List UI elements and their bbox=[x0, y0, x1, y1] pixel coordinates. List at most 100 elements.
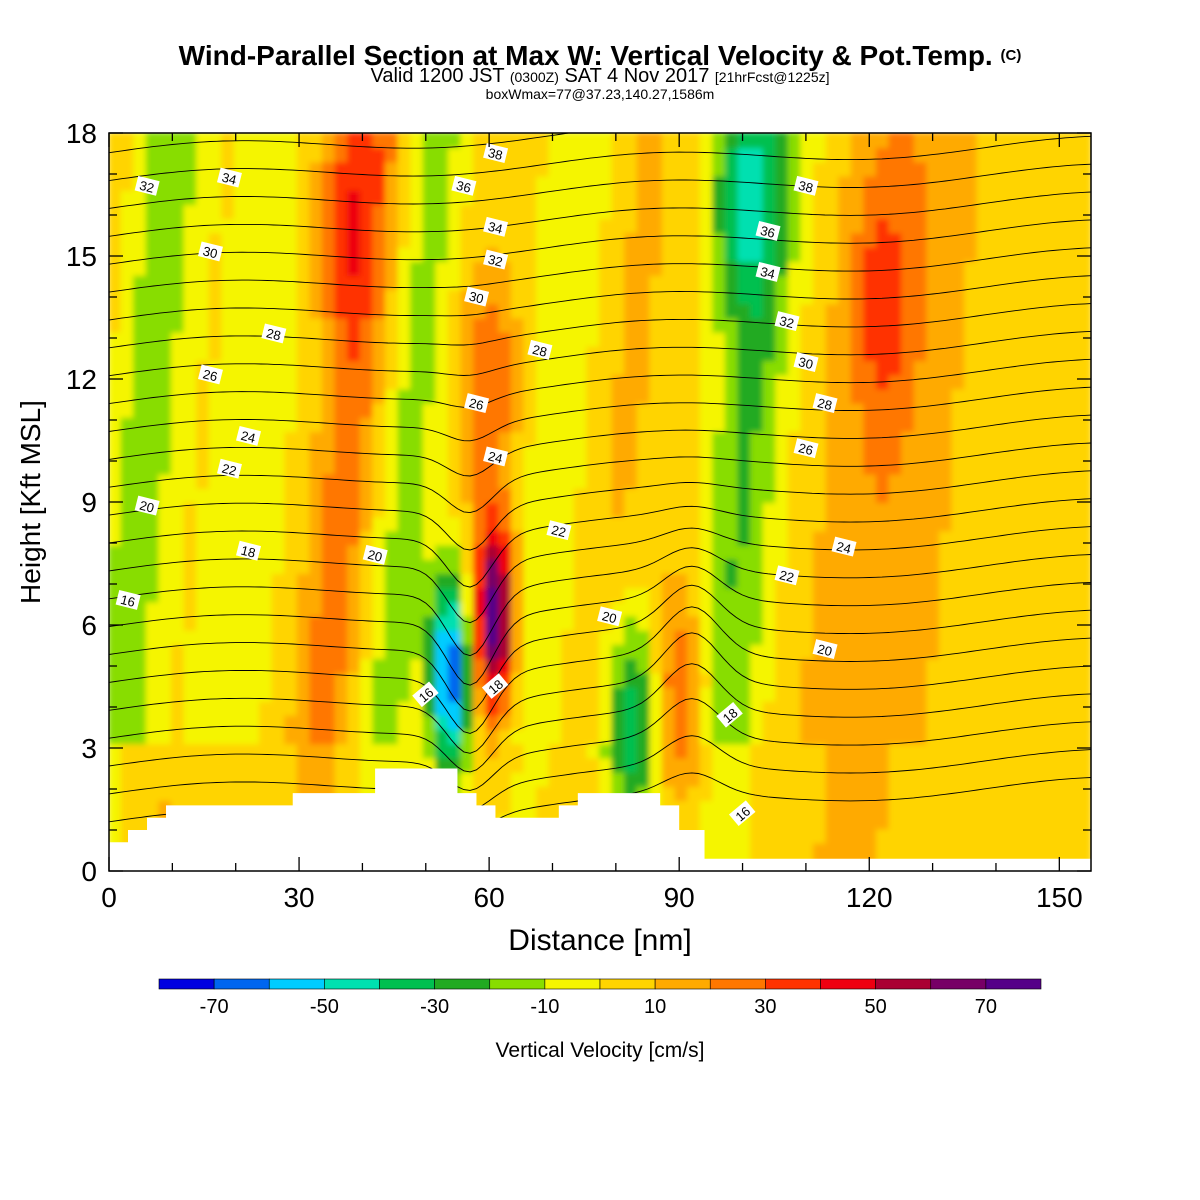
field-cell bbox=[699, 273, 715, 291]
field-cell bbox=[145, 217, 161, 234]
field-cell bbox=[875, 486, 891, 503]
field-cell bbox=[447, 742, 463, 759]
field-cell bbox=[1077, 174, 1091, 191]
field-cell bbox=[523, 586, 539, 603]
field-cell bbox=[259, 472, 274, 489]
field-cell bbox=[284, 543, 299, 560]
field-cell bbox=[611, 160, 627, 177]
field-cell bbox=[359, 288, 375, 305]
field-cell bbox=[699, 614, 715, 631]
field-cell bbox=[989, 586, 1004, 603]
field-cell bbox=[548, 302, 564, 319]
field-cell bbox=[485, 202, 501, 220]
field-cell bbox=[447, 614, 463, 631]
field-cell bbox=[246, 330, 262, 347]
field-cell bbox=[397, 415, 413, 433]
field-cell bbox=[813, 813, 828, 830]
field-cell bbox=[372, 330, 387, 347]
field-cell bbox=[762, 770, 778, 787]
field-cell bbox=[561, 387, 576, 404]
field-cell bbox=[674, 728, 690, 745]
field-cell bbox=[510, 699, 526, 716]
field-cell bbox=[599, 273, 614, 291]
field-cell bbox=[800, 699, 816, 716]
field-cell bbox=[460, 202, 476, 220]
field-cell bbox=[611, 415, 627, 433]
field-cell bbox=[649, 486, 664, 503]
field-cell bbox=[1064, 133, 1080, 149]
field-cell bbox=[964, 600, 979, 617]
field-cell bbox=[712, 387, 727, 404]
field-cell bbox=[989, 486, 1004, 503]
field-cell bbox=[687, 543, 702, 560]
field-cell bbox=[838, 515, 853, 532]
field-cell bbox=[145, 430, 161, 447]
field-cell bbox=[1052, 415, 1067, 433]
field-cell bbox=[259, 174, 274, 191]
field-cell bbox=[548, 742, 564, 759]
field-cell bbox=[850, 586, 866, 603]
field-cell bbox=[561, 770, 576, 787]
field-cell bbox=[548, 586, 564, 603]
field-cell bbox=[510, 401, 526, 418]
contour-label-text: 34 bbox=[759, 264, 777, 282]
field-cell bbox=[875, 557, 891, 574]
field-cell bbox=[787, 217, 803, 234]
field-cell bbox=[863, 642, 878, 660]
field-cell bbox=[1039, 359, 1055, 376]
contour-label-bg bbox=[755, 220, 781, 241]
contour-label-bg bbox=[483, 249, 509, 270]
field-cell bbox=[271, 501, 287, 518]
field-cell bbox=[951, 202, 967, 220]
field-cell bbox=[913, 160, 929, 177]
field-cell bbox=[825, 472, 841, 489]
field-cell bbox=[825, 841, 841, 858]
field-cell bbox=[699, 302, 715, 319]
field-cell bbox=[989, 387, 1004, 404]
field-cell bbox=[1077, 486, 1091, 503]
field-cell bbox=[712, 202, 727, 220]
field-cell bbox=[1001, 430, 1017, 447]
contour-label-bg bbox=[728, 800, 756, 827]
field-cell bbox=[989, 657, 1004, 674]
field-cell bbox=[523, 133, 539, 149]
field-cell bbox=[573, 217, 589, 234]
field-cell bbox=[951, 444, 967, 461]
field-cell bbox=[951, 133, 967, 149]
contour-label: 34 bbox=[755, 261, 781, 282]
field-cell bbox=[838, 273, 853, 291]
field-cell bbox=[473, 316, 488, 333]
field-cell bbox=[976, 133, 992, 149]
field-cell bbox=[170, 373, 186, 390]
field-cell bbox=[1064, 415, 1080, 433]
field-cell bbox=[976, 146, 992, 163]
field-cell bbox=[145, 557, 161, 574]
field-cell bbox=[599, 174, 614, 191]
field-cell bbox=[863, 813, 878, 830]
field-cell bbox=[271, 784, 287, 802]
field-cell bbox=[724, 671, 740, 688]
field-cell bbox=[1039, 188, 1055, 205]
field-cell bbox=[284, 231, 299, 248]
field-cell bbox=[762, 529, 778, 546]
field-cell bbox=[800, 302, 816, 319]
field-cell bbox=[875, 146, 891, 163]
field-cell bbox=[322, 600, 337, 617]
field-cell bbox=[762, 401, 778, 418]
field-cell bbox=[1077, 415, 1091, 433]
field-cell bbox=[372, 415, 387, 433]
field-cell bbox=[196, 600, 211, 617]
field-cell bbox=[724, 657, 740, 674]
field-cell bbox=[1077, 728, 1091, 745]
field-cell bbox=[913, 486, 929, 503]
field-cell bbox=[384, 288, 400, 305]
field-cell bbox=[989, 146, 1004, 163]
field-cell bbox=[913, 628, 929, 645]
field-cell bbox=[208, 628, 224, 645]
field-cell bbox=[913, 288, 929, 305]
field-cell bbox=[334, 685, 350, 702]
field-cell bbox=[1052, 217, 1067, 234]
field-cell bbox=[850, 245, 866, 262]
field-cell bbox=[158, 699, 173, 716]
